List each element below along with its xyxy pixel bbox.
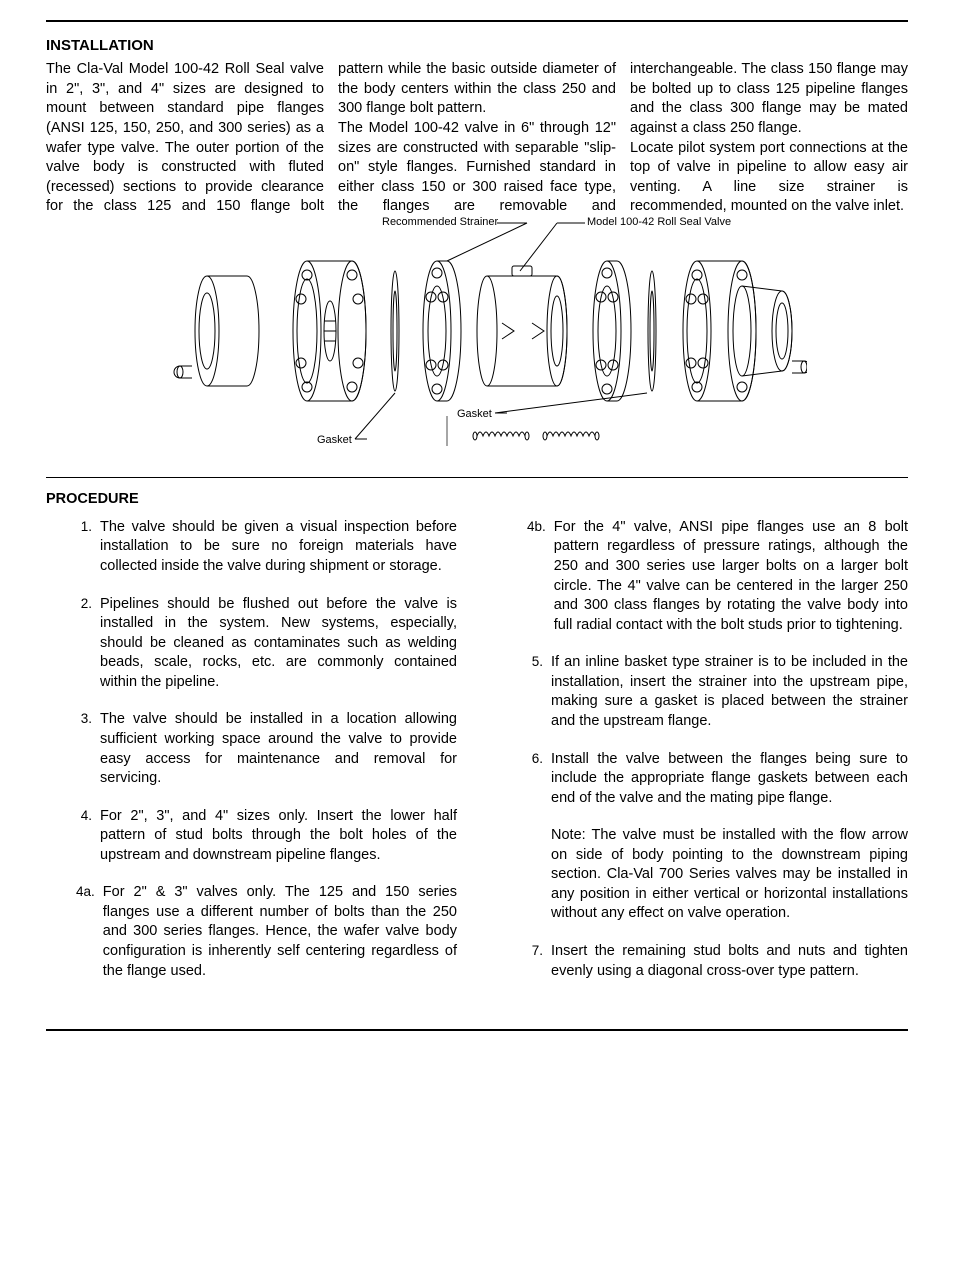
procedure-number: 4b. xyxy=(527,518,554,635)
procedure-col-right: 4b. For the 4" valve, ANSI pipe flanges … xyxy=(497,518,908,999)
procedure-note: Note: The valve must be installed with t… xyxy=(551,826,908,924)
procedure-number: 1. xyxy=(76,518,100,577)
procedure-item: 3. The valve should be installed in a lo… xyxy=(46,710,457,788)
procedure-text: If an inline basket type strainer is to … xyxy=(551,653,908,731)
pipe-flange-left xyxy=(174,276,259,386)
procedure-item: 5. If an inline basket type strainer is … xyxy=(497,653,908,731)
flange-ring-right xyxy=(593,261,631,401)
pipe-flange-right xyxy=(683,261,807,401)
installation-para-3: Locate pilot system port connections at … xyxy=(630,139,908,217)
procedure-number: 3. xyxy=(76,710,100,788)
gasket-left xyxy=(391,271,399,391)
procedure-text: For the 4" valve, ANSI pipe flanges use … xyxy=(554,518,908,635)
flange-ring-left xyxy=(423,261,461,401)
procedure-number: 6. xyxy=(527,750,551,925)
procedure-item: 4b. For the 4" valve, ANSI pipe flanges … xyxy=(497,518,908,635)
procedure-text: Install the valve between the flanges be… xyxy=(551,750,908,925)
spring-detail xyxy=(447,416,599,446)
procedure-item: 6. Install the valve between the flanges… xyxy=(497,750,908,925)
procedure-text: The valve should be given a visual inspe… xyxy=(100,518,457,577)
procedure-text: Pipelines should be flushed out before t… xyxy=(100,595,457,693)
gasket-right-label: Gasket xyxy=(457,408,492,420)
bottom-rule xyxy=(46,1029,908,1031)
installation-body: The Cla-Val Model 100-42 Roll Seal valve… xyxy=(46,60,908,217)
procedure-number: 2. xyxy=(76,595,100,693)
mid-rule xyxy=(46,477,908,478)
procedure-text: Insert the remaining stud bolts and nuts… xyxy=(551,942,908,981)
strainer-body xyxy=(293,261,366,401)
installation-heading: INSTALLATION xyxy=(46,36,908,56)
valve-label: Model 100-42 Roll Seal Valve xyxy=(587,216,731,228)
procedure-number: 5. xyxy=(527,653,551,731)
procedure-col-left: 1. The valve should be given a visual in… xyxy=(46,518,457,999)
procedure-text: The valve should be installed in a locat… xyxy=(100,710,457,788)
exploded-valve-diagram: Recommended Strainer Model 100-42 Roll S… xyxy=(46,211,908,468)
procedure-heading: PROCEDURE xyxy=(46,490,908,510)
procedure-text: For 2" & 3" valves only. The 125 and 150… xyxy=(103,883,457,981)
procedure-columns: 1. The valve should be given a visual in… xyxy=(46,518,908,999)
valve-body xyxy=(477,266,567,386)
procedure-number: 7. xyxy=(527,942,551,981)
procedure-item: 1. The valve should be given a visual in… xyxy=(46,518,457,577)
procedure-item: 4. For 2", 3", and 4" sizes only. Insert… xyxy=(46,807,457,866)
gasket-right xyxy=(648,271,656,391)
procedure-item: 2. Pipelines should be flushed out befor… xyxy=(46,595,457,693)
top-rule xyxy=(46,20,908,22)
procedure-item: 7. Insert the remaining stud bolts and n… xyxy=(497,942,908,981)
procedure-text: For 2", 3", and 4" sizes only. Insert th… xyxy=(100,807,457,866)
gasket-left-label: Gasket xyxy=(317,434,352,446)
procedure-number: 4. xyxy=(76,807,100,866)
procedure-number: 4a. xyxy=(76,883,103,981)
strainer-label: Recommended Strainer xyxy=(382,216,499,228)
procedure-item: 4a. For 2" & 3" valves only. The 125 and… xyxy=(46,883,457,981)
procedure-text-main: Install the valve between the flanges be… xyxy=(551,751,908,806)
